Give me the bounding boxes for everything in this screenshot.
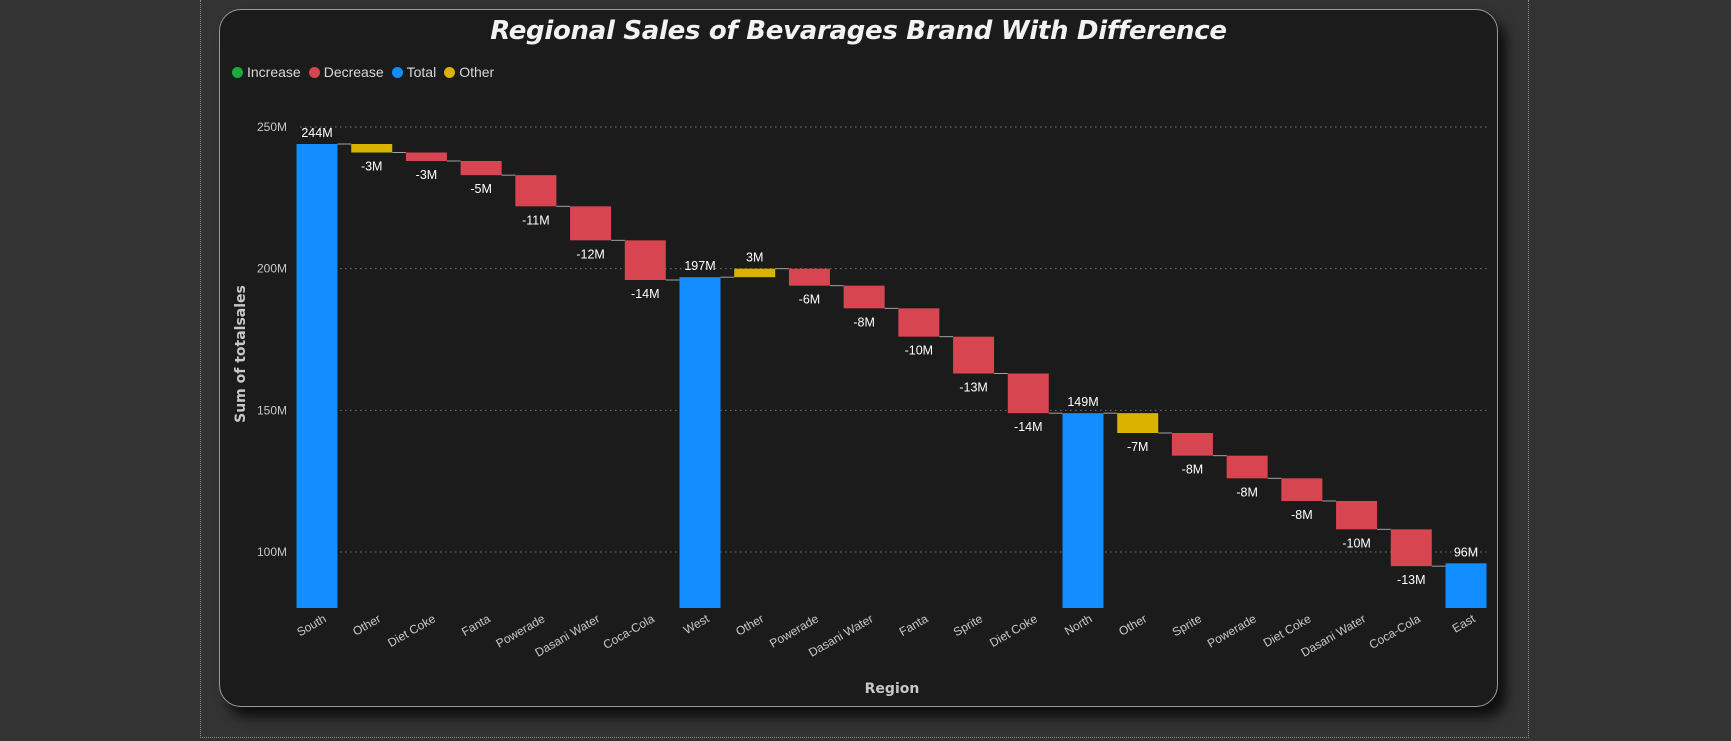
bar-other[interactable] (734, 268, 776, 278)
bar-decrease[interactable] (1007, 373, 1049, 414)
bar-total[interactable] (679, 277, 721, 608)
y-tick-label: 250M (257, 120, 287, 134)
data-label: -10M (1342, 536, 1370, 550)
y-tick-label: 150M (257, 403, 287, 417)
x-tick-label: Sprite (1170, 611, 1204, 639)
data-label: -6M (799, 293, 821, 307)
y-axis-tick-labels: 100M 150M 200M 250M (257, 120, 287, 559)
data-label: -8M (853, 315, 875, 329)
y-tick-label: 100M (257, 545, 287, 559)
bar-decrease[interactable] (405, 152, 447, 162)
legend-swatch-decrease (308, 66, 320, 78)
x-tick-label: Sprite (951, 611, 985, 639)
bar-other[interactable] (351, 144, 393, 153)
y-axis-title: Sum of totalsales (233, 285, 249, 423)
legend-label-increase: Increase (247, 64, 301, 80)
gridlines (300, 126, 1488, 553)
x-tick-label: Fanta (897, 611, 931, 639)
x-tick-label: Diet Coke (987, 611, 1040, 650)
legend-label-other: Other (459, 64, 495, 80)
bar-total[interactable] (1445, 563, 1487, 608)
bar-decrease[interactable] (624, 240, 666, 280)
x-tick-label: Fanta (459, 611, 493, 639)
x-tick-label: Other (350, 611, 383, 638)
data-label: -5M (470, 182, 492, 196)
legend-swatch-increase (232, 66, 243, 78)
legend-swatch-total (391, 66, 403, 78)
bar-decrease[interactable] (1281, 478, 1323, 501)
bar-total[interactable] (1062, 413, 1104, 608)
data-label: 96M (1454, 545, 1478, 559)
x-axis-title: Region (865, 681, 920, 697)
bar-decrease[interactable] (1226, 455, 1268, 479)
chart-legend: Increase Decrease Total Other (232, 64, 494, 80)
x-tick-label: Powerade (1205, 611, 1259, 650)
legend-item-total[interactable]: Total (391, 64, 437, 80)
data-label: -11M (522, 213, 550, 227)
x-tick-label: North (1062, 611, 1094, 638)
chart-title: Regional Sales of Bevarages Brand With D… (490, 16, 1227, 46)
data-label: -8M (1291, 508, 1313, 522)
bar-decrease[interactable] (1336, 501, 1378, 530)
x-tick-label: West (681, 611, 712, 637)
data-label: -3M (416, 168, 438, 182)
data-label: -13M (1397, 573, 1425, 587)
x-tick-label: Other (1116, 611, 1149, 638)
bar-decrease[interactable] (460, 161, 502, 176)
legend-label-total: Total (406, 64, 437, 80)
x-tick-label: Diet Coke (385, 611, 438, 650)
legend-item-decrease[interactable]: Decrease (308, 64, 384, 80)
chart-card (219, 9, 1498, 707)
y-tick-label: 200M (257, 262, 287, 276)
data-label: -8M (1236, 485, 1258, 499)
bar-decrease[interactable] (570, 206, 612, 241)
data-label: 197M (684, 259, 715, 273)
report-canvas-border (200, 0, 1529, 738)
legend-item-increase[interactable]: Increase (232, 64, 301, 80)
data-label: -7M (1127, 440, 1149, 454)
x-tick-label: Coca-Cola (1367, 611, 1423, 652)
x-tick-label: Coca-Cola (601, 611, 657, 652)
data-label: 3M (746, 251, 763, 265)
bar-decrease[interactable] (1390, 529, 1432, 567)
x-tick-label: South (294, 611, 328, 639)
bar-total[interactable] (296, 144, 338, 608)
data-label: -8M (1182, 463, 1204, 477)
legend-label-decrease: Decrease (323, 64, 384, 80)
bar-decrease[interactable] (843, 285, 885, 309)
data-label: 149M (1067, 395, 1098, 409)
data-label: -12M (576, 247, 604, 261)
bar-decrease[interactable] (788, 268, 830, 286)
data-label: -10M (905, 344, 933, 358)
bar-decrease[interactable] (515, 175, 557, 207)
data-label: -3M (361, 160, 383, 174)
legend-item-other[interactable]: Other (444, 64, 494, 80)
x-tick-label: East (1450, 611, 1478, 635)
bars (296, 143, 1487, 608)
bar-other[interactable] (1117, 413, 1159, 433)
data-label: -14M (631, 287, 659, 301)
data-labels: 244M -3M -3M -5M -11M -12M -14M 197M 3M -6M -8M -10… (301, 126, 1478, 587)
bar-decrease[interactable] (898, 308, 940, 337)
bar-decrease[interactable] (953, 336, 995, 374)
legend-swatch-other (444, 66, 456, 78)
data-label: 244M (301, 126, 332, 140)
data-label: -13M (959, 381, 987, 395)
data-label: -14M (1014, 420, 1042, 434)
bar-decrease[interactable] (1171, 433, 1213, 456)
x-tick-label: Other (733, 611, 766, 638)
